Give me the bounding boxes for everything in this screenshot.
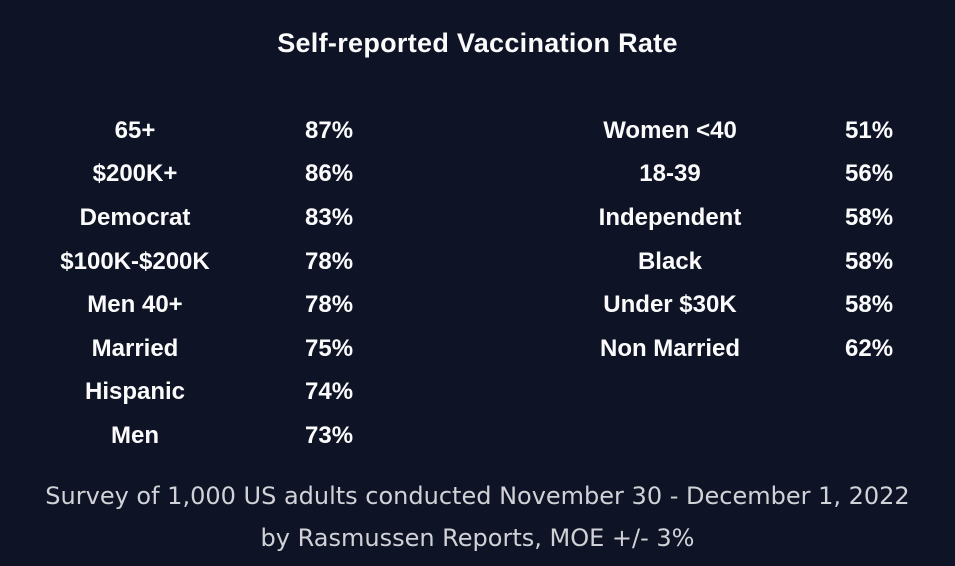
- category-label: Men 40+: [87, 291, 183, 319]
- category-label: Democrat: [79, 203, 191, 231]
- survey-source-line1: Survey of 1,000 US adults conducted Nove…: [45, 482, 910, 510]
- rate-value: 86%: [305, 160, 354, 188]
- category-label: 18-39: [639, 160, 701, 188]
- rate-value: 51%: [845, 116, 894, 144]
- table-row: Democrat 83% Independent 58%: [0, 196, 955, 240]
- rate-value: 83%: [305, 203, 354, 231]
- table-row: $100K-$200K 78% Black 58%: [0, 240, 955, 284]
- category-label: Hispanic: [84, 378, 186, 406]
- category-label: Non Married: [599, 334, 740, 362]
- category-label: Married: [91, 334, 179, 362]
- survey-source-caption: Survey of 1,000 US adults conducted Nove…: [0, 475, 955, 559]
- rate-value: 58%: [845, 291, 894, 319]
- rate-value: 78%: [305, 291, 354, 319]
- category-label: Under $30K: [603, 291, 737, 319]
- table-row: Men 73%: [0, 414, 955, 458]
- table-row: $200K+ 86% 18-39 56%: [0, 153, 955, 197]
- rate-value: 56%: [845, 160, 894, 188]
- category-label: 65+: [114, 116, 156, 144]
- category-label: $100K-$200K: [60, 247, 210, 275]
- table-row: Hispanic 74%: [0, 371, 955, 415]
- rate-value: 58%: [845, 247, 894, 275]
- rate-value: 78%: [305, 247, 354, 275]
- rate-value: 75%: [305, 334, 354, 362]
- category-label: Men: [111, 421, 159, 449]
- category-label: Independent: [598, 203, 742, 231]
- rate-value: 74%: [305, 378, 354, 406]
- category-label: Women <40: [603, 116, 737, 144]
- category-label: $200K+: [92, 160, 178, 188]
- page-title: Self-reported Vaccination Rate: [277, 28, 678, 58]
- table-row: Married 75% Non Married 62%: [0, 327, 955, 371]
- table-row: 65+ 87% Women <40 51%: [0, 109, 955, 153]
- vaccination-rate-table: 65+ 87% Women <40 51% $200K+ 86% 18-39 5…: [0, 109, 955, 458]
- rate-value: 58%: [845, 203, 894, 231]
- category-label: Black: [637, 247, 703, 275]
- rate-value: 62%: [845, 334, 894, 362]
- rate-value: 87%: [305, 116, 354, 144]
- table-row: Men 40+ 78% Under $30K 58%: [0, 283, 955, 327]
- survey-source-line2: by Rasmussen Reports, MOE +/- 3%: [260, 524, 695, 552]
- rate-value: 73%: [305, 421, 354, 449]
